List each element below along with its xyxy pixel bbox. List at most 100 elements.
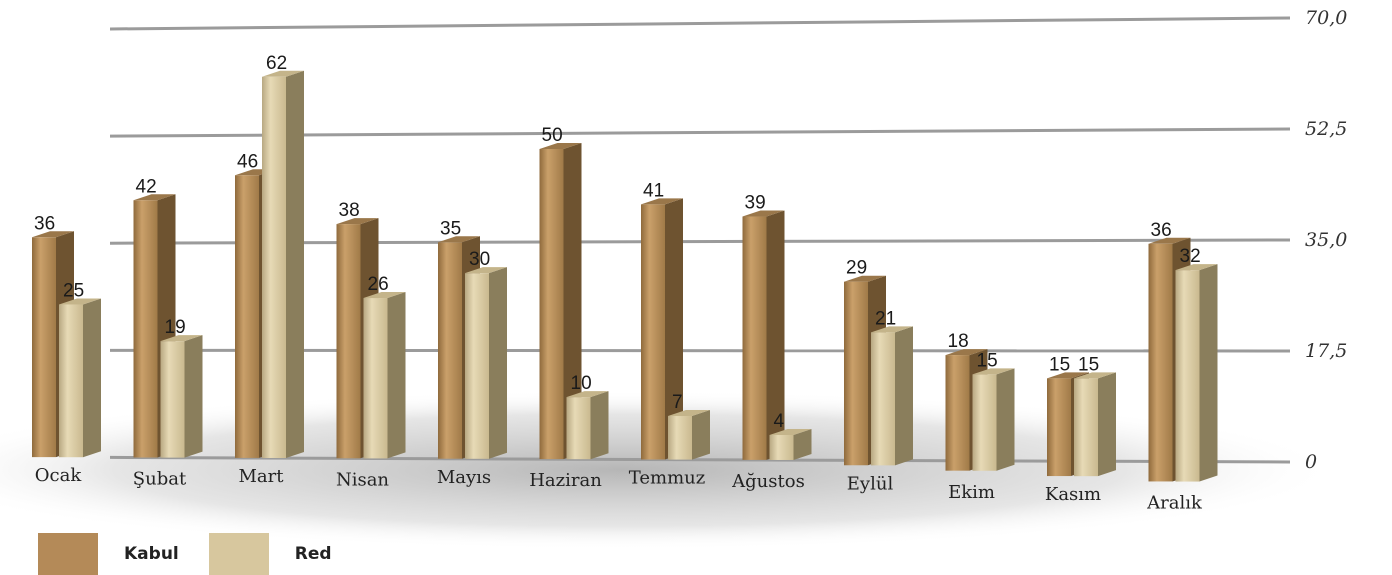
bar-front: [438, 242, 462, 459]
bar-side: [184, 335, 203, 458]
data-label: 15: [1078, 354, 1099, 375]
bar-top: [1148, 237, 1191, 244]
data-label: 21: [875, 308, 896, 329]
gridline: [109, 348, 1291, 353]
bar-front: [363, 298, 388, 459]
data-label: 36: [1151, 220, 1172, 241]
gridline: [109, 127, 1291, 138]
bar: 21: [871, 308, 913, 466]
bar-side: [387, 292, 406, 459]
bar-top: [769, 429, 812, 436]
bar-top: [465, 267, 507, 274]
data-label: 62: [266, 53, 287, 74]
x-tick-label: Ocak: [35, 465, 83, 486]
gridline: [109, 238, 1291, 245]
y-tick-label: 17,5: [1305, 340, 1347, 362]
bar-front: [160, 341, 185, 458]
bar: 62: [262, 53, 304, 459]
bar-front: [235, 175, 259, 458]
data-label: 4: [774, 411, 785, 432]
data-label: 25: [63, 280, 84, 301]
data-label: 39: [745, 193, 766, 214]
data-label: 15: [977, 350, 998, 371]
x-tick-label: Kasım: [1045, 484, 1101, 505]
bar-top: [1074, 372, 1116, 379]
data-label: 42: [136, 176, 157, 197]
bar-front: [668, 416, 692, 460]
data-label: 26: [368, 274, 389, 295]
bar-top: [262, 70, 304, 77]
data-label: 41: [643, 180, 664, 201]
bar-front: [769, 435, 794, 460]
bar-side: [1199, 264, 1218, 482]
bar: 15: [1074, 354, 1116, 477]
data-label: 19: [165, 317, 186, 338]
bar-top: [844, 275, 886, 282]
legend-label-red: Red: [294, 544, 332, 564]
x-tick-label: Ağustos: [731, 471, 805, 492]
legend-item-red: Red: [208, 533, 332, 575]
bar-top: [1175, 264, 1218, 271]
bar: 32: [1175, 246, 1218, 482]
bar-top: [641, 198, 683, 205]
data-label: 46: [237, 151, 258, 172]
x-tick-label: Aralık: [1146, 493, 1203, 514]
bar-front: [844, 281, 868, 466]
bar-top: [438, 236, 480, 243]
bar-top: [742, 210, 785, 217]
legend: Kabul Red: [38, 533, 362, 575]
data-label: 30: [469, 249, 490, 270]
x-tick-label: Ekim: [948, 482, 995, 503]
bar-front: [1175, 270, 1200, 482]
bar-front: [945, 355, 970, 471]
bar-top: [566, 391, 609, 398]
x-tick-label: Mart: [239, 466, 285, 487]
y-tick-label: 0: [1305, 451, 1317, 473]
bar-side: [590, 391, 609, 460]
y-axis-ticks: 0 17,5 35,0 52,5 70,0: [1305, 7, 1347, 473]
bar: 26: [363, 274, 406, 459]
y-tick-label: 70,0: [1305, 7, 1347, 29]
bar-side: [1098, 372, 1116, 477]
bars: 36 25 42 19 46 62 38 26 35 30 50 10 41 7 39 4 29 21 18 15 15…: [32, 53, 1218, 482]
x-tick-label: Eylül: [847, 473, 894, 494]
x-tick-label: Temmuz: [629, 468, 705, 489]
bar-front: [539, 149, 564, 460]
bar-top: [668, 410, 710, 417]
bar-side: [895, 326, 913, 466]
bar-side: [489, 267, 507, 459]
data-label: 32: [1180, 246, 1201, 267]
bar-front: [566, 397, 591, 460]
bar-top: [972, 368, 1015, 375]
y-tick-label: 35,0: [1305, 229, 1347, 251]
bar-side: [563, 143, 582, 460]
legend-label-kabul: Kabul: [124, 544, 179, 564]
bar: 25: [59, 280, 101, 458]
bar-front: [972, 374, 997, 471]
bar-top: [59, 298, 101, 305]
bar-front: [133, 200, 158, 458]
bar-top: [133, 194, 176, 201]
x-axis-labels: Ocak Şubat Mart Nisan Mayıs Haziran Temmuz Ağus…: [35, 465, 1203, 513]
data-label: 18: [948, 331, 969, 352]
bar-top: [336, 218, 379, 225]
bar-top: [1047, 372, 1089, 379]
y-tick-label: 52,5: [1305, 118, 1347, 140]
x-tick-label: Şubat: [133, 469, 187, 490]
bar-front: [336, 224, 361, 459]
data-label: 29: [846, 258, 867, 279]
legend-swatch-red: [208, 533, 269, 575]
bar-side: [665, 198, 683, 460]
bar: 7: [668, 392, 710, 460]
data-label: 7: [672, 392, 683, 413]
bar-side: [793, 429, 812, 460]
bar-front: [641, 204, 665, 460]
gridline: [109, 16, 1291, 31]
data-label: 10: [571, 373, 592, 394]
x-tick-label: Nisan: [336, 469, 389, 490]
bar-front: [262, 76, 286, 459]
bar-front: [871, 332, 895, 466]
bar-top: [945, 349, 988, 356]
bar-front: [1047, 378, 1071, 477]
bar: 4: [769, 411, 812, 460]
